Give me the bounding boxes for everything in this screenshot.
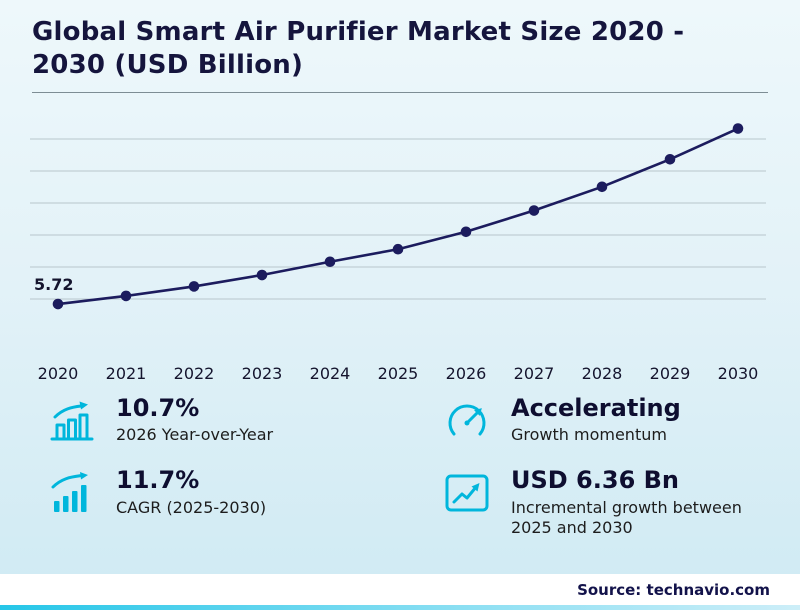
stat-cagr: 11.7% CAGR (2025-2030) — [46, 467, 441, 537]
cagr-bar-chart-icon — [46, 467, 98, 517]
svg-text:2020: 2020 — [38, 364, 79, 383]
stat-label: 2026 Year-over-Year — [116, 425, 274, 445]
yoy-bar-chart-icon — [46, 395, 98, 445]
stat-label: Growth momentum — [511, 425, 667, 445]
speedometer-icon — [441, 395, 493, 445]
incremental-growth-icon — [441, 467, 493, 517]
title-line-1: Global Smart Air Purifier Market Size 20… — [32, 17, 685, 47]
line-chart-canvas: 2020 2021 2022 2023 2024 2025 2026 2027 2028 2029… — [30, 123, 766, 383]
stat-text: 11.7% CAGR (2025-2030) — [116, 467, 266, 517]
title-line-2: 2030 (USD Billion) — [32, 50, 304, 81]
footer: Source: technavio.com — [0, 574, 800, 610]
svg-text:2027: 2027 — [514, 364, 555, 383]
stat-value: USD 6.36 Bn — [511, 466, 679, 495]
page-title: Global Smart Air Purifier Market Size 20… — [32, 16, 768, 82]
stat-label: CAGR (2025-2030) — [116, 497, 267, 517]
market-size-line-chart: 2020 2021 2022 2023 2024 2025 2026 2027 2028 2029… — [0, 93, 800, 387]
stats-grid: 10.7% 2026 Year-over-Year Accelerating G… — [0, 387, 800, 538]
svg-text:2026: 2026 — [446, 364, 487, 383]
stat-incremental: USD 6.36 Bn Incremental growth between 2… — [441, 467, 770, 537]
footer-accent-strip — [0, 605, 800, 610]
stat-text: 10.7% 2026 Year-over-Year — [116, 395, 273, 445]
stat-label: Incremental growth between 2025 and 2030 — [511, 497, 742, 537]
svg-text:2028: 2028 — [582, 364, 623, 383]
svg-text:5.72: 5.72 — [34, 275, 73, 294]
stat-value: 11.7% — [116, 466, 200, 495]
source-credit: Source: technavio.com — [577, 581, 770, 599]
svg-text:2029: 2029 — [650, 364, 691, 383]
svg-text:2024: 2024 — [310, 364, 351, 383]
svg-text:2023: 2023 — [242, 364, 283, 383]
stat-yoy: 10.7% 2026 Year-over-Year — [46, 395, 441, 445]
title-divider — [32, 92, 768, 94]
stat-momentum: Accelerating Growth momentum — [441, 395, 770, 445]
stat-text: USD 6.36 Bn Incremental growth between 2… — [511, 467, 751, 537]
stat-value: Accelerating — [511, 394, 681, 423]
svg-text:2021: 2021 — [106, 364, 147, 383]
svg-text:2030: 2030 — [718, 364, 759, 383]
header: Global Smart Air Purifier Market Size 20… — [0, 0, 800, 94]
stat-value: 10.7% — [116, 394, 200, 423]
svg-text:2025: 2025 — [378, 364, 419, 383]
svg-text:2022: 2022 — [174, 364, 215, 383]
stat-text: Accelerating Growth momentum — [511, 395, 681, 445]
